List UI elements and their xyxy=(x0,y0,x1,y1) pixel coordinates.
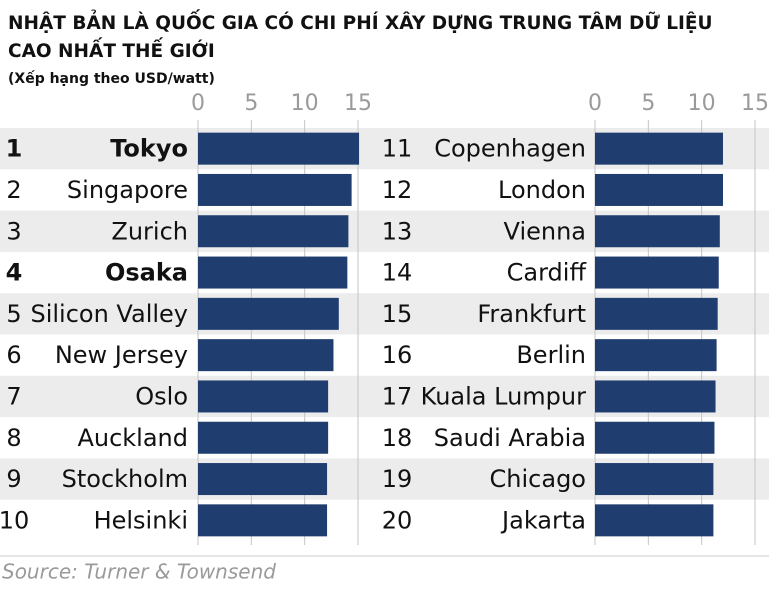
x-tick-label: 10 xyxy=(688,91,716,116)
rank-label: 16 xyxy=(382,341,413,369)
x-tick-label: 0 xyxy=(588,91,602,116)
bar xyxy=(595,380,716,413)
category-label: Osaka xyxy=(105,259,188,287)
rank-label: 1 xyxy=(6,135,23,163)
rank-label: 3 xyxy=(6,217,21,245)
bar xyxy=(198,256,348,289)
rank-label: 12 xyxy=(382,176,413,204)
rank-label: 13 xyxy=(382,217,413,245)
category-label: Silicon Valley xyxy=(30,300,188,328)
category-label: Saudi Arabia xyxy=(434,424,586,452)
bar xyxy=(198,504,328,537)
bar xyxy=(198,421,329,454)
bar xyxy=(595,173,723,206)
x-tick-label: 0 xyxy=(191,91,205,116)
bar xyxy=(198,339,334,372)
chart-subtitle: (Xếp hạng theo USD/watt) xyxy=(8,71,215,87)
category-label: Stockholm xyxy=(62,465,188,493)
bar xyxy=(595,463,714,496)
rank-label: 8 xyxy=(6,424,21,452)
bar xyxy=(198,463,328,496)
bar xyxy=(198,380,329,413)
rank-label: 7 xyxy=(6,382,21,410)
category-label: Tokyo xyxy=(110,135,188,163)
category-label: Vienna xyxy=(504,217,586,245)
rank-label: 6 xyxy=(6,341,21,369)
x-tick-label: 10 xyxy=(291,91,319,116)
rank-label: 9 xyxy=(6,465,21,493)
x-tick-label: 5 xyxy=(641,91,655,116)
rank-label: 19 xyxy=(382,465,413,493)
category-label: New Jersey xyxy=(55,341,188,369)
category-label: Berlin xyxy=(516,341,586,369)
category-label: Copenhagen xyxy=(434,135,586,163)
bar xyxy=(595,339,717,372)
bar xyxy=(595,297,718,330)
category-label: Chicago xyxy=(490,465,586,493)
category-label: Zurich xyxy=(111,217,188,245)
category-label: Jakarta xyxy=(500,506,586,534)
bar xyxy=(198,173,352,206)
chart-title: NHẬT BẢN LÀ QUỐC GIA CÓ CHI PHÍ XÂY DỰNG… xyxy=(8,13,713,62)
x-tick-label: 15 xyxy=(741,91,769,116)
bar xyxy=(595,256,719,289)
rank-label: 11 xyxy=(382,135,413,163)
rank-label: 20 xyxy=(382,506,413,534)
bar xyxy=(198,132,360,165)
rank-label: 2 xyxy=(6,176,21,204)
rank-label: 10 xyxy=(0,506,29,534)
bar xyxy=(595,132,723,165)
rank-label: 15 xyxy=(382,300,413,328)
category-label: Auckland xyxy=(77,424,188,452)
bar xyxy=(198,215,349,248)
category-label: Kuala Lumpur xyxy=(421,382,586,410)
rank-label: 17 xyxy=(382,382,413,410)
rank-label: 18 xyxy=(382,424,413,452)
category-label: Cardiff xyxy=(507,259,587,287)
category-label: Helsinki xyxy=(94,506,188,534)
bar xyxy=(595,215,720,248)
category-label: Oslo xyxy=(135,382,188,410)
bar xyxy=(595,421,715,454)
category-label: Frankfurt xyxy=(477,300,586,328)
rank-label: 14 xyxy=(382,259,413,287)
rank-label: 4 xyxy=(6,259,23,287)
rank-label: 5 xyxy=(6,300,21,328)
category-label: London xyxy=(498,176,586,204)
bar xyxy=(595,504,714,537)
source: Source: Turner & Townsend xyxy=(2,560,276,584)
bar xyxy=(198,297,339,330)
x-tick-label: 5 xyxy=(244,91,258,116)
x-tick-label: 15 xyxy=(344,91,372,116)
category-label: Singapore xyxy=(67,176,188,204)
